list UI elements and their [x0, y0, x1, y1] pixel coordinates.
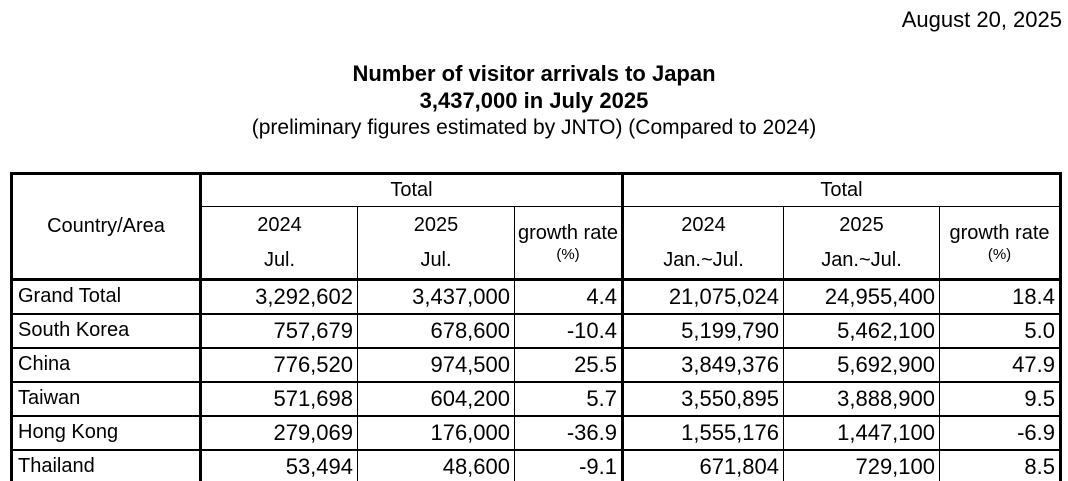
table-row-hong-kong: Hong Kong 279,069 176,000 -36.9 1,555,17… [11, 414, 1061, 451]
col-year: 2024 [681, 213, 726, 236]
col-period: Jul. [420, 248, 452, 271]
jul-2025-cell: 176,000 [357, 414, 515, 451]
col-header-growth-rate-month: growth rate (%) [514, 206, 623, 281]
col-header-2025-jul: 2025 Jul. [357, 206, 515, 281]
country-cell: Hong Kong [11, 414, 201, 451]
janjul-2025-cell: 1,447,100 [783, 414, 940, 451]
col-year: 2024 [257, 213, 302, 236]
jul-2025-cell: 48,600 [357, 448, 515, 481]
janjul-2024-cell: 671,804 [621, 448, 784, 481]
jul-2024-cell: 53,494 [199, 448, 358, 481]
jul-2025-cell: 3,437,000 [357, 278, 515, 315]
country-cell: Grand Total [11, 278, 201, 315]
growth-janjul-cell: 18.4 [939, 278, 1061, 315]
jul-2024-cell: 776,520 [199, 346, 358, 383]
table-row-china: China 776,520 974,500 25.5 3,849,376 5,6… [11, 346, 1061, 383]
title-block: Number of visitor arrivals to Japan 3,43… [0, 60, 1068, 141]
col-growth-unit: (%) [556, 245, 580, 263]
growth-jul-cell: 4.4 [514, 278, 623, 315]
table-row-thailand: Thailand 53,494 48,600 -9.1 671,804 729,… [11, 448, 1061, 481]
growth-jul-cell: 25.5 [514, 346, 623, 383]
growth-janjul-cell: 5.0 [939, 312, 1061, 349]
jul-2025-cell: 604,200 [357, 380, 515, 417]
janjul-2025-cell: 3,888,900 [783, 380, 940, 417]
growth-janjul-cell: 8.5 [939, 448, 1061, 481]
col-period: Jan.~Jul. [663, 248, 744, 271]
header-sub-row: 2024 Jul. 2025 Jul. growth rate (%) 2024 Jan… [12, 206, 1061, 281]
col-period: Jan.~Jul. [821, 248, 902, 271]
growth-jul-cell: -9.1 [514, 448, 623, 481]
group-header-total-cumulative: Total [621, 173, 1061, 207]
janjul-2025-cell: 5,692,900 [783, 346, 940, 383]
col-header-growth-rate-cumulative: growth rate (%) [939, 206, 1061, 281]
janjul-2024-cell: 5,199,790 [621, 312, 784, 349]
janjul-2024-cell: 3,849,376 [621, 346, 784, 383]
growth-janjul-cell: 47.9 [939, 346, 1061, 383]
growth-janjul-cell: 9.5 [939, 380, 1061, 417]
jul-2024-cell: 571,698 [199, 380, 358, 417]
col-header-2025-janjul: 2025 Jan.~Jul. [783, 206, 940, 281]
janjul-2025-cell: 729,100 [783, 448, 940, 481]
page-title-figure: 3,437,000 in July 2025 [419, 88, 649, 113]
country-cell: South Korea [11, 312, 201, 349]
group-header-total-month: Total [199, 173, 623, 207]
col-growth-unit: (%) [987, 245, 1012, 263]
growth-jul-cell: -10.4 [514, 312, 623, 349]
col-growth-label: growth rate [517, 221, 619, 244]
page-title: Number of visitor arrivals to Japan [352, 61, 716, 86]
jul-2024-cell: 279,069 [199, 414, 358, 451]
table-row-taiwan: Taiwan 571,698 604,200 5.7 3,550,895 3,8… [11, 380, 1061, 417]
col-growth-label: growth rate [949, 221, 1050, 244]
janjul-2024-cell: 21,075,024 [621, 278, 784, 315]
janjul-2025-cell: 5,462,100 [783, 312, 940, 349]
janjul-2025-cell: 24,955,400 [783, 278, 940, 315]
growth-jul-cell: -36.9 [514, 414, 623, 451]
report-date: August 20, 2025 [901, 7, 1062, 32]
janjul-2024-cell: 1,555,176 [621, 414, 784, 451]
col-year: 2025 [413, 213, 459, 236]
corner-header-country-area: Country/Area [11, 173, 201, 281]
country-cell: Thailand [11, 448, 201, 481]
col-year: 2025 [839, 213, 884, 236]
jul-2024-cell: 757,679 [199, 312, 358, 349]
visitor-arrivals-table: Country/Area Total Total 2024 Jul. 2025 Ju… [10, 172, 1062, 481]
jul-2025-cell: 678,600 [357, 312, 515, 349]
page-subtitle: (preliminary figures estimated by JNTO) … [251, 116, 817, 139]
table-row-south-korea: South Korea 757,679 678,600 -10.4 5,199,… [11, 312, 1061, 349]
growth-jul-cell: 5.7 [514, 380, 623, 417]
country-cell: China [11, 346, 201, 383]
col-period: Jul. [263, 248, 296, 271]
janjul-2024-cell: 3,550,895 [621, 380, 784, 417]
growth-janjul-cell: -6.9 [939, 414, 1061, 451]
col-header-2024-jul: 2024 Jul. [199, 206, 358, 281]
country-cell: Taiwan [11, 380, 201, 417]
table-row-grand-total: Grand Total 3,292,602 3,437,000 4.4 21,0… [11, 278, 1061, 315]
col-header-2024-janjul: 2024 Jan.~Jul. [621, 206, 784, 281]
jul-2025-cell: 974,500 [357, 346, 515, 383]
jul-2024-cell: 3,292,602 [199, 278, 358, 315]
header-group-row: Country/Area Total Total [11, 173, 1061, 281]
